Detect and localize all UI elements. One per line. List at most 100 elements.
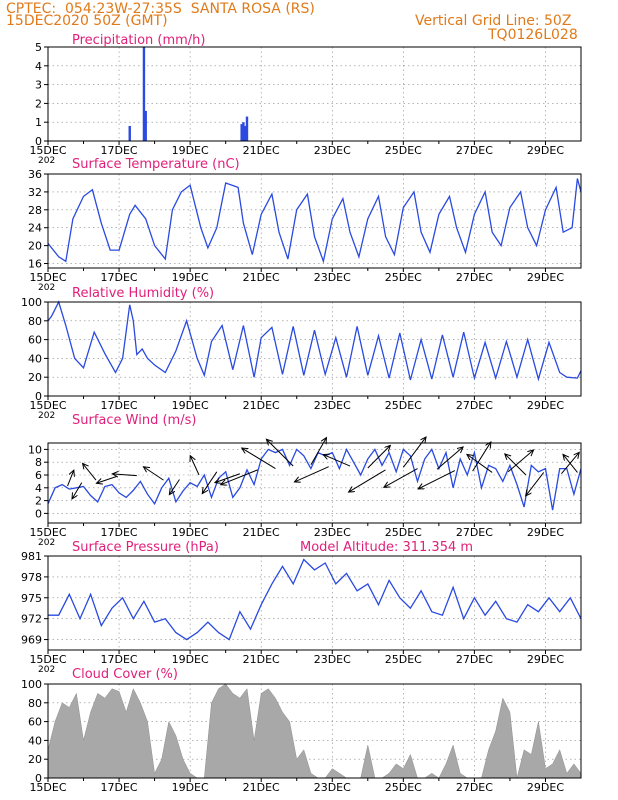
series-line: [48, 558, 582, 641]
y-tick-label: 4: [35, 482, 42, 495]
y-tick-label: 978: [21, 571, 42, 584]
x-tick-label: 19DEC: [172, 271, 209, 284]
x-tick-label: 25DEC: [385, 781, 422, 794]
wind-vector-arrow: [242, 448, 276, 470]
panel-0: 0 1 2 3 4 5 15DEC 17DEC 19DEC 21DEC 23DEC 25DEC 27DE…: [29, 33, 582, 166]
x-tick-label: 15DEC: [29, 781, 66, 794]
y-tick-label: 3: [35, 79, 42, 92]
x-year-label: 202: [38, 283, 55, 293]
y-tick-label: 28: [28, 204, 42, 217]
plot-frame: [47, 683, 582, 779]
x-tick-label: 21DEC: [243, 399, 280, 412]
x-tick-label: 17DEC: [101, 526, 138, 539]
x-tick-label: 27DEC: [456, 271, 493, 284]
y-tick-label: 0: [35, 772, 42, 785]
x-tick-label: 25DEC: [385, 526, 422, 539]
x-year-label: 202: [38, 411, 55, 421]
series-line: [47, 300, 582, 382]
y-tick-label: 1: [35, 116, 42, 129]
x-tick-label: 17DEC: [101, 781, 138, 794]
y-tick-label: 2: [35, 97, 42, 110]
panel-title: Cloud Cover (%): [72, 667, 178, 682]
x-tick-label: 29DEC: [527, 399, 564, 412]
x-tick-label: 27DEC: [456, 526, 493, 539]
x-tick-label: 25DEC: [385, 399, 422, 412]
x-tick-label: 21DEC: [243, 781, 280, 794]
y-tick-label: 16: [28, 258, 42, 271]
plot-frame: [47, 442, 582, 524]
wind-vector-arrow: [472, 442, 491, 472]
wind-vector-arrow: [505, 454, 527, 476]
panel-4: 969 972 975 978 981 15DEC 17DEC 19DEC 21DEC 23DEC…: [21, 540, 582, 675]
panel-1: 16 20 24 28 32 36 15DEC 17DEC 19DEC 21DEC 23DEC 25D…: [28, 157, 582, 293]
x-tick-label: 15DEC: [29, 653, 66, 666]
x-tick-label: 29DEC: [527, 653, 564, 666]
x-tick-label: 19DEC: [172, 144, 209, 157]
x-tick-label: 25DEC: [385, 271, 422, 284]
y-tick-label: 10: [28, 443, 42, 456]
x-tick-label: 23DEC: [314, 526, 351, 539]
x-tick-label: 27DEC: [456, 781, 493, 794]
cloud-cover-area: [47, 683, 582, 779]
x-tick-label: 19DEC: [172, 399, 209, 412]
x-tick-label: 19DEC: [172, 781, 209, 794]
wind-vector-arrow: [221, 469, 258, 485]
panel-5: 0 20 40 60 80 100 15DEC 17DEC 19DEC 21DEC 23DEC 25D…: [21, 667, 582, 794]
x-tick-label: 15DEC: [29, 399, 66, 412]
y-tick-label: 80: [28, 315, 42, 328]
y-tick-label: 60: [28, 716, 42, 729]
wind-vector-arrow: [367, 445, 391, 469]
wind-vector-arrow: [72, 482, 83, 499]
wind-vector-arrow: [169, 479, 180, 494]
precip-bar: [142, 47, 146, 141]
x-year-label: 202: [38, 156, 55, 166]
x-tick-label: 15DEC: [29, 526, 66, 539]
x-tick-label: 25DEC: [385, 653, 422, 666]
wind-vector-arrow: [83, 463, 97, 481]
y-tick-label: 8: [35, 456, 42, 469]
x-tick-label: 23DEC: [314, 271, 351, 284]
y-tick-label: 24: [28, 222, 42, 235]
x-tick-label: 21DEC: [243, 653, 280, 666]
x-tick-label: 23DEC: [314, 399, 351, 412]
y-tick-label: 981: [21, 550, 42, 563]
x-tick-label: 23DEC: [314, 653, 351, 666]
x-tick-label: 17DEC: [101, 144, 138, 157]
x-tick-label: 27DEC: [456, 653, 493, 666]
precip-bar: [245, 116, 249, 141]
y-tick-label: 5: [35, 41, 42, 54]
precip-bar: [244, 125, 247, 141]
x-tick-label: 17DEC: [101, 653, 138, 666]
x-tick-label: 27DEC: [456, 399, 493, 412]
x-tick-label: 19DEC: [172, 526, 209, 539]
y-tick-label: 4: [35, 60, 42, 73]
wind-vector-arrow: [323, 455, 351, 467]
panel-title: Precipitation (mm/h): [72, 33, 205, 48]
wind-vector-arrow: [349, 469, 386, 492]
x-year-label: 202: [38, 665, 55, 675]
x-tick-label: 23DEC: [314, 144, 351, 157]
header-line2: 15DEC2020 50Z (GMT): [6, 13, 168, 29]
wind-vector-arrow: [96, 475, 118, 483]
y-tick-label: 80: [28, 697, 42, 710]
wind-vector-arrow: [202, 471, 218, 494]
y-tick-label: 60: [28, 334, 42, 347]
x-tick-label: 17DEC: [101, 399, 138, 412]
x-tick-label: 29DEC: [527, 271, 564, 284]
wind-vector-arrow: [215, 473, 241, 483]
x-tick-label: 19DEC: [172, 653, 209, 666]
wind-vector-arrow: [507, 450, 533, 473]
series-line: [47, 178, 582, 264]
plot-frame: [47, 301, 582, 397]
y-tick-label: 972: [21, 613, 42, 626]
precip-bar: [240, 124, 243, 141]
panel-title: Surface Pressure (hPa): [72, 540, 219, 555]
y-tick-label: 40: [28, 352, 42, 365]
wind-vector-arrow: [436, 447, 463, 470]
y-tick-label: 0: [35, 135, 42, 148]
plot-frame: [47, 173, 582, 269]
wind-vector-arrow: [112, 474, 137, 476]
y-tick-label: 40: [28, 734, 42, 747]
plot-frame: [47, 46, 582, 142]
